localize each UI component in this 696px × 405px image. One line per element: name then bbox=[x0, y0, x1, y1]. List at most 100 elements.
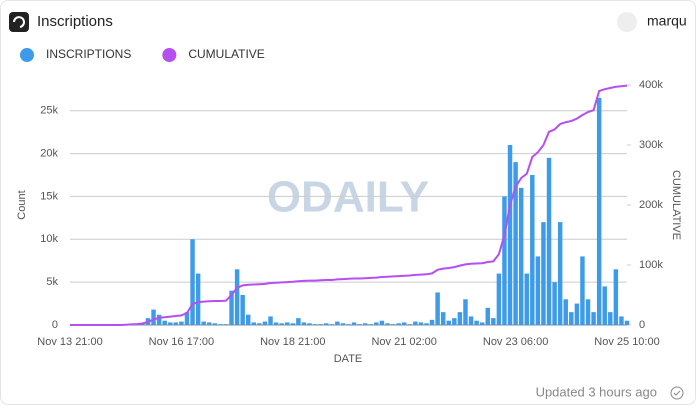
bar bbox=[530, 175, 535, 325]
bar bbox=[591, 312, 596, 325]
y-tick-label: 15k bbox=[40, 190, 58, 202]
bar bbox=[173, 322, 179, 325]
bar bbox=[218, 324, 223, 325]
title: Inscriptions bbox=[37, 13, 113, 30]
y-tick-label: 5k bbox=[46, 276, 58, 288]
bar bbox=[207, 322, 212, 325]
bar bbox=[418, 322, 424, 325]
bar bbox=[162, 320, 167, 325]
bar bbox=[307, 323, 312, 325]
bar bbox=[268, 316, 273, 325]
bar bbox=[368, 324, 374, 325]
legend-swatch bbox=[162, 48, 177, 62]
legend-label: CUMULATIVE bbox=[188, 47, 264, 61]
bar bbox=[446, 320, 451, 325]
y-tick-label: 20k bbox=[40, 147, 58, 159]
bar bbox=[290, 323, 296, 325]
bar bbox=[507, 145, 513, 325]
bar bbox=[346, 324, 351, 325]
bar bbox=[301, 322, 307, 325]
bar bbox=[524, 273, 529, 325]
bar bbox=[463, 299, 468, 325]
bar bbox=[401, 322, 407, 325]
bar bbox=[262, 321, 268, 325]
check-icon bbox=[670, 386, 684, 400]
bar bbox=[413, 321, 418, 325]
bar bbox=[585, 299, 591, 325]
watermark: ODAILY bbox=[267, 173, 429, 222]
bar bbox=[502, 196, 507, 325]
bar bbox=[602, 286, 607, 325]
bar bbox=[429, 319, 435, 325]
avatar bbox=[617, 12, 637, 32]
bar bbox=[541, 222, 546, 325]
bar bbox=[296, 318, 301, 325]
legend-swatch bbox=[20, 48, 34, 62]
x-tick-label: Nov 21 02:00 bbox=[371, 336, 436, 348]
bar bbox=[229, 290, 234, 325]
bar bbox=[362, 323, 368, 325]
bar bbox=[518, 187, 524, 325]
bar bbox=[596, 97, 602, 325]
bar bbox=[257, 323, 262, 325]
cumulative-line bbox=[70, 84, 628, 326]
y-axis-label: Count bbox=[16, 190, 28, 219]
y2-tick-label: 0 bbox=[639, 319, 645, 331]
check-glyph bbox=[673, 390, 681, 396]
logo-glyph bbox=[13, 16, 25, 28]
bar bbox=[156, 314, 162, 325]
bar bbox=[212, 323, 218, 325]
legend-label: INSCRIPTIONS bbox=[46, 47, 131, 61]
bar bbox=[285, 322, 290, 325]
bar bbox=[201, 321, 206, 325]
bar bbox=[151, 309, 156, 325]
bar bbox=[179, 321, 184, 325]
bar bbox=[468, 316, 474, 325]
bar bbox=[613, 269, 619, 325]
bar bbox=[323, 323, 329, 325]
bar bbox=[424, 323, 429, 325]
bar bbox=[195, 273, 201, 325]
bar bbox=[485, 307, 490, 325]
bar bbox=[240, 295, 245, 325]
x-tick-label: Nov 23 06:00 bbox=[483, 336, 548, 348]
bar bbox=[379, 320, 385, 325]
bar bbox=[279, 323, 284, 325]
bar bbox=[251, 322, 257, 325]
y2-tick-label: 100k bbox=[639, 259, 663, 271]
bar bbox=[385, 323, 390, 325]
y2-tick-label: 400k bbox=[639, 79, 663, 91]
x-tick-label: Nov 13 21:00 bbox=[37, 336, 102, 348]
bar bbox=[535, 256, 541, 325]
bar bbox=[168, 322, 173, 325]
bar bbox=[318, 324, 323, 325]
user-name[interactable]: marqu bbox=[647, 13, 687, 29]
bar bbox=[513, 162, 518, 325]
bar bbox=[474, 320, 479, 325]
bar bbox=[435, 292, 440, 325]
bar bbox=[335, 321, 340, 325]
bar bbox=[569, 312, 574, 325]
logo bbox=[9, 12, 29, 32]
bar bbox=[552, 282, 557, 325]
bar bbox=[329, 324, 335, 325]
bar bbox=[340, 323, 346, 325]
bar bbox=[452, 318, 457, 325]
bar bbox=[357, 324, 362, 325]
bar bbox=[273, 322, 279, 325]
bar bbox=[557, 222, 563, 325]
bar bbox=[184, 312, 190, 325]
updated-text: Updated 3 hours ago bbox=[536, 384, 657, 399]
x-tick-label: Nov 16 17:00 bbox=[149, 336, 214, 348]
bar bbox=[374, 322, 379, 325]
bar bbox=[457, 312, 463, 325]
y-tick-label: 0 bbox=[52, 319, 58, 331]
y2-tick-label: 200k bbox=[639, 199, 663, 211]
bar bbox=[574, 303, 580, 325]
bar bbox=[546, 157, 552, 325]
bar bbox=[223, 324, 229, 325]
bar bbox=[608, 312, 613, 325]
x-tick-label: Nov 25 10:00 bbox=[594, 336, 659, 348]
x-axis-label: DATE bbox=[334, 353, 363, 365]
